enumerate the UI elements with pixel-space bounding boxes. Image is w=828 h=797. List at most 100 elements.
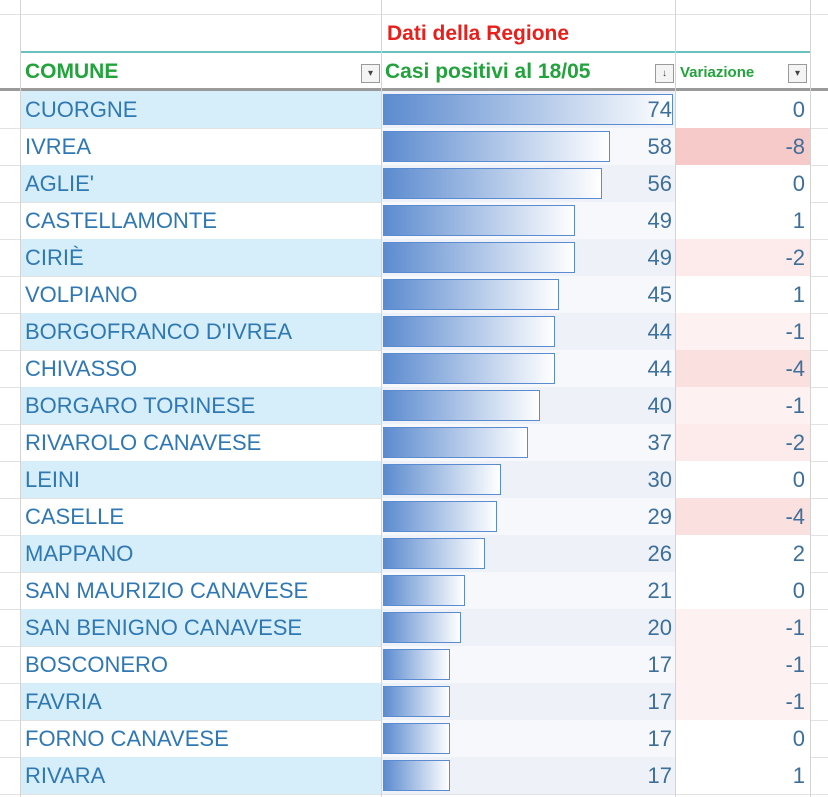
data-bar: [383, 501, 497, 532]
change-value: -4: [785, 504, 805, 529]
comune-name: CASTELLAMONTE: [25, 208, 217, 233]
comune-name: SAN MAURIZIO CANAVESE: [25, 578, 309, 603]
heat-cell: [675, 646, 810, 683]
change-value: 2: [792, 541, 805, 566]
data-bar: [383, 279, 560, 310]
change-value: -1: [785, 652, 805, 677]
row-line: [0, 14, 828, 15]
data-bar: [383, 353, 556, 384]
data-bar: [383, 612, 462, 643]
heat-cell: [675, 165, 810, 202]
data-bar: [383, 316, 556, 347]
row-band: [20, 91, 381, 128]
heat-cell: [675, 572, 810, 609]
comune-name: BOSCONERO: [25, 652, 169, 677]
comune-name: FAVRIA: [25, 689, 102, 714]
column-line: [810, 0, 811, 797]
row-band: [20, 239, 381, 276]
data-bar: [383, 427, 528, 458]
cases-value: 40: [647, 393, 672, 418]
cases-value: 26: [647, 541, 672, 566]
cases-value: 45: [647, 282, 672, 307]
heat-cell: [675, 757, 810, 794]
cases-value: 56: [647, 171, 672, 196]
comune-name: BORGARO TORINESE: [25, 393, 256, 418]
comune-name: CIRIÈ: [25, 245, 84, 270]
filter-button[interactable]: ▾: [788, 64, 807, 83]
comune-name: BORGOFRANCO D'IVREA: [25, 319, 293, 344]
cases-value: 17: [647, 763, 672, 788]
sort-filter-button[interactable]: ↓: [655, 64, 674, 83]
row-band: [20, 535, 381, 572]
column-header: COMUNE: [25, 60, 119, 83]
heat-cell: [675, 276, 810, 313]
row-band: [20, 757, 381, 794]
comune-name: SAN BENIGNO CANAVESE: [25, 615, 303, 640]
change-value: -1: [785, 689, 805, 714]
comune-name: AGLIE': [25, 171, 95, 196]
row-band: [20, 387, 381, 424]
header-top-border: [20, 51, 810, 53]
row-band: [20, 165, 381, 202]
comune-name: CHIVASSO: [25, 356, 138, 381]
row-band: [20, 461, 381, 498]
heat-cell: [675, 498, 810, 535]
change-value: -4: [785, 356, 805, 381]
cases-value: 49: [647, 245, 672, 270]
change-value: 1: [792, 282, 805, 307]
change-value: 0: [792, 171, 805, 196]
filter-button[interactable]: ▾: [361, 64, 380, 83]
cases-value: 17: [647, 652, 672, 677]
comune-name: VOLPIANO: [25, 282, 138, 307]
header-bottom-border: [0, 88, 828, 91]
cases-value: 29: [647, 504, 672, 529]
heat-cell: [675, 239, 810, 276]
row-line: [0, 794, 828, 795]
comune-name: LEINI: [25, 467, 81, 492]
column-header: Casi positivi al 18/05: [385, 60, 591, 83]
data-bar: [383, 464, 501, 495]
data-bar: [383, 723, 450, 754]
data-bar: [383, 168, 603, 199]
change-value: 0: [792, 578, 805, 603]
row-band: [20, 683, 381, 720]
comune-name: CUORGNE: [25, 97, 138, 122]
data-bar: [383, 390, 540, 421]
heat-cell: [675, 313, 810, 350]
data-bar: [383, 686, 450, 717]
heat-cell: [675, 202, 810, 239]
column-line: [675, 0, 676, 797]
change-value: -2: [785, 430, 805, 455]
data-bar: [383, 131, 611, 162]
change-value: -1: [785, 615, 805, 640]
data-bar: [383, 242, 576, 273]
row-band: [20, 313, 381, 350]
column-header: Variazione: [680, 64, 755, 81]
cases-value: 17: [647, 726, 672, 751]
cases-value: 21: [647, 578, 672, 603]
cases-value: 58: [647, 134, 672, 159]
data-bar: [383, 538, 485, 569]
heat-cell: [675, 424, 810, 461]
heat-cell: [675, 461, 810, 498]
cases-value: 37: [647, 430, 672, 455]
group-title: Dati della Regione: [387, 22, 570, 45]
heat-cell: [675, 387, 810, 424]
comune-name: MAPPANO: [25, 541, 134, 566]
comune-name: RIVARA: [25, 763, 106, 788]
heat-cell: [675, 609, 810, 646]
change-value: 1: [792, 763, 805, 788]
change-value: -8: [785, 134, 805, 159]
cases-value: 44: [647, 319, 672, 344]
row-band: [20, 609, 381, 646]
change-value: 0: [792, 97, 805, 122]
change-value: 1: [792, 208, 805, 233]
change-value: -1: [785, 393, 805, 418]
comune-name: FORNO CANAVESE: [25, 726, 229, 751]
data-bar: [383, 94, 673, 125]
heat-cell: [675, 720, 810, 757]
data-bar: [383, 649, 450, 680]
cases-value: 20: [647, 615, 672, 640]
data-bar: [383, 205, 576, 236]
